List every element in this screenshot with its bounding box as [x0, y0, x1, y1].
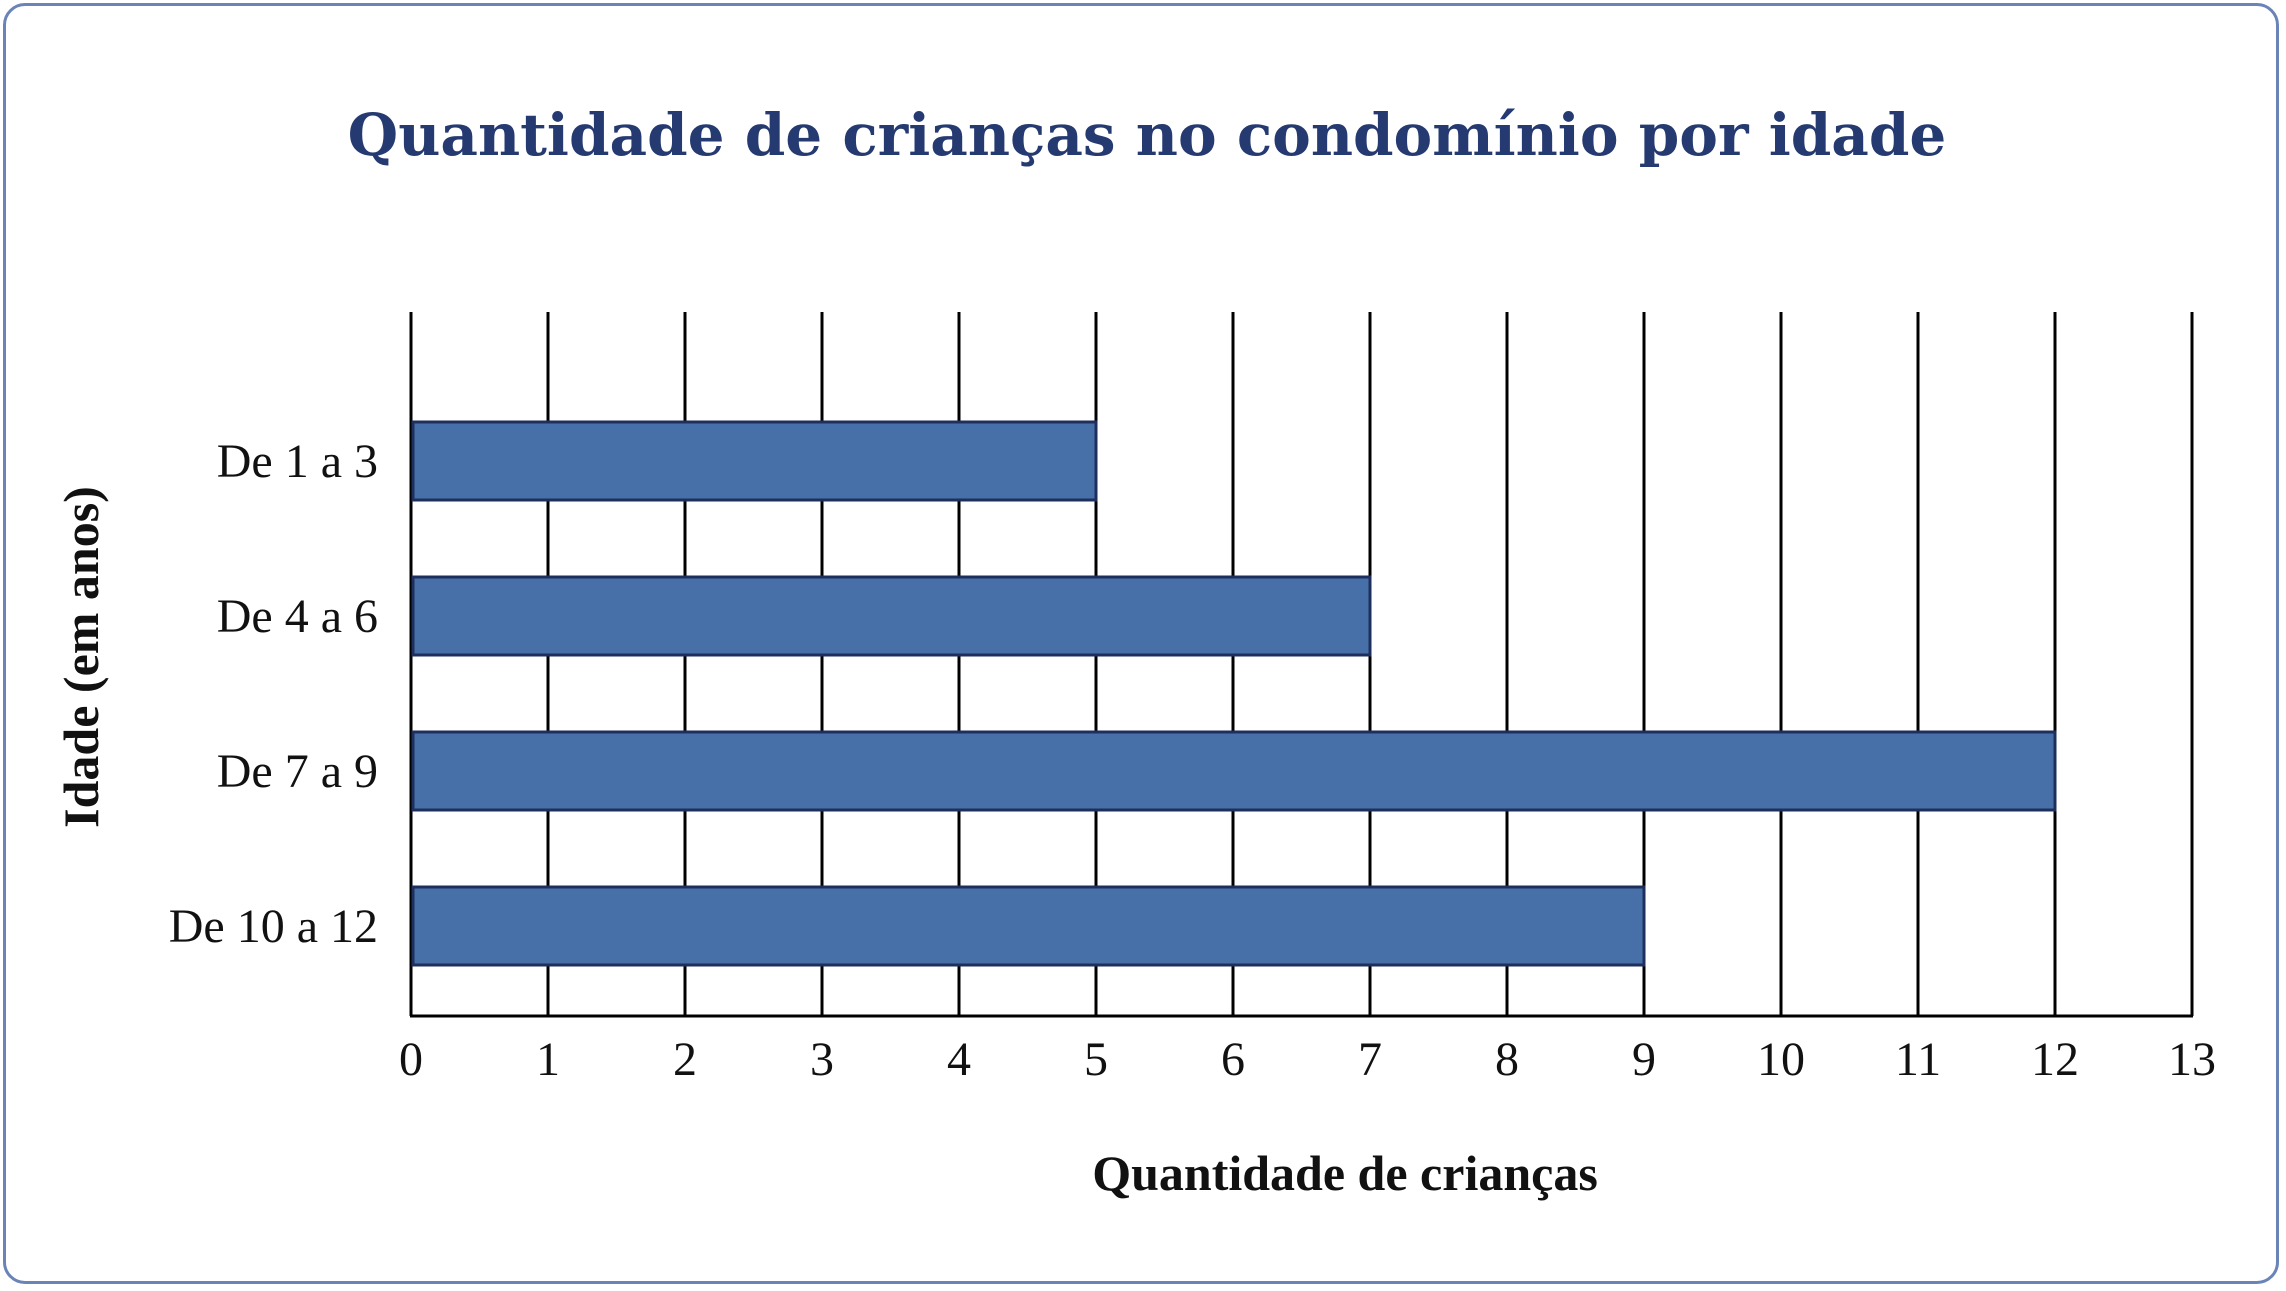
x-tick-label: 4: [947, 1033, 971, 1086]
y-category-label: De 1 a 3: [217, 435, 378, 488]
x-tick-label: 8: [1495, 1033, 1519, 1086]
x-tick-label: 11: [1895, 1033, 1941, 1086]
x-tick-label: 10: [1757, 1033, 1805, 1086]
bar: [411, 575, 1372, 657]
x-tick-label: 9: [1632, 1033, 1656, 1086]
bar: [411, 420, 1098, 502]
bar: [411, 730, 2057, 812]
y-category-label: De 7 a 9: [217, 745, 378, 798]
x-tick-label: 2: [673, 1033, 697, 1086]
y-axis-title: Idade (em anos): [53, 486, 109, 828]
x-tick-label: 0: [399, 1033, 423, 1086]
y-category-label: De 4 a 6: [217, 590, 378, 643]
x-tick-label: 1: [536, 1033, 560, 1086]
bar: [411, 885, 1646, 967]
x-tick-label: 3: [810, 1033, 834, 1086]
x-tick-label: 5: [1084, 1033, 1108, 1086]
y-category-label: De 10 a 12: [169, 900, 378, 953]
x-tick-label: 13: [2168, 1033, 2216, 1086]
y-category-labels: De 1 a 3 De 4 a 6 De 7 a 9 De 10 a 12: [169, 435, 378, 953]
x-tick-label: 7: [1358, 1033, 1382, 1086]
x-tick-label: 12: [2031, 1033, 2079, 1086]
bars: [411, 420, 2057, 967]
chart-title: Quantidade de crianças no condomínio por…: [348, 101, 1947, 169]
x-tick-label: 6: [1221, 1033, 1245, 1086]
x-axis-title: Quantidade de crianças: [1092, 1145, 1598, 1201]
x-tick-labels: 0 1 2 3 4 5 6 7 8 9 10 11 12 13: [399, 1033, 2216, 1086]
